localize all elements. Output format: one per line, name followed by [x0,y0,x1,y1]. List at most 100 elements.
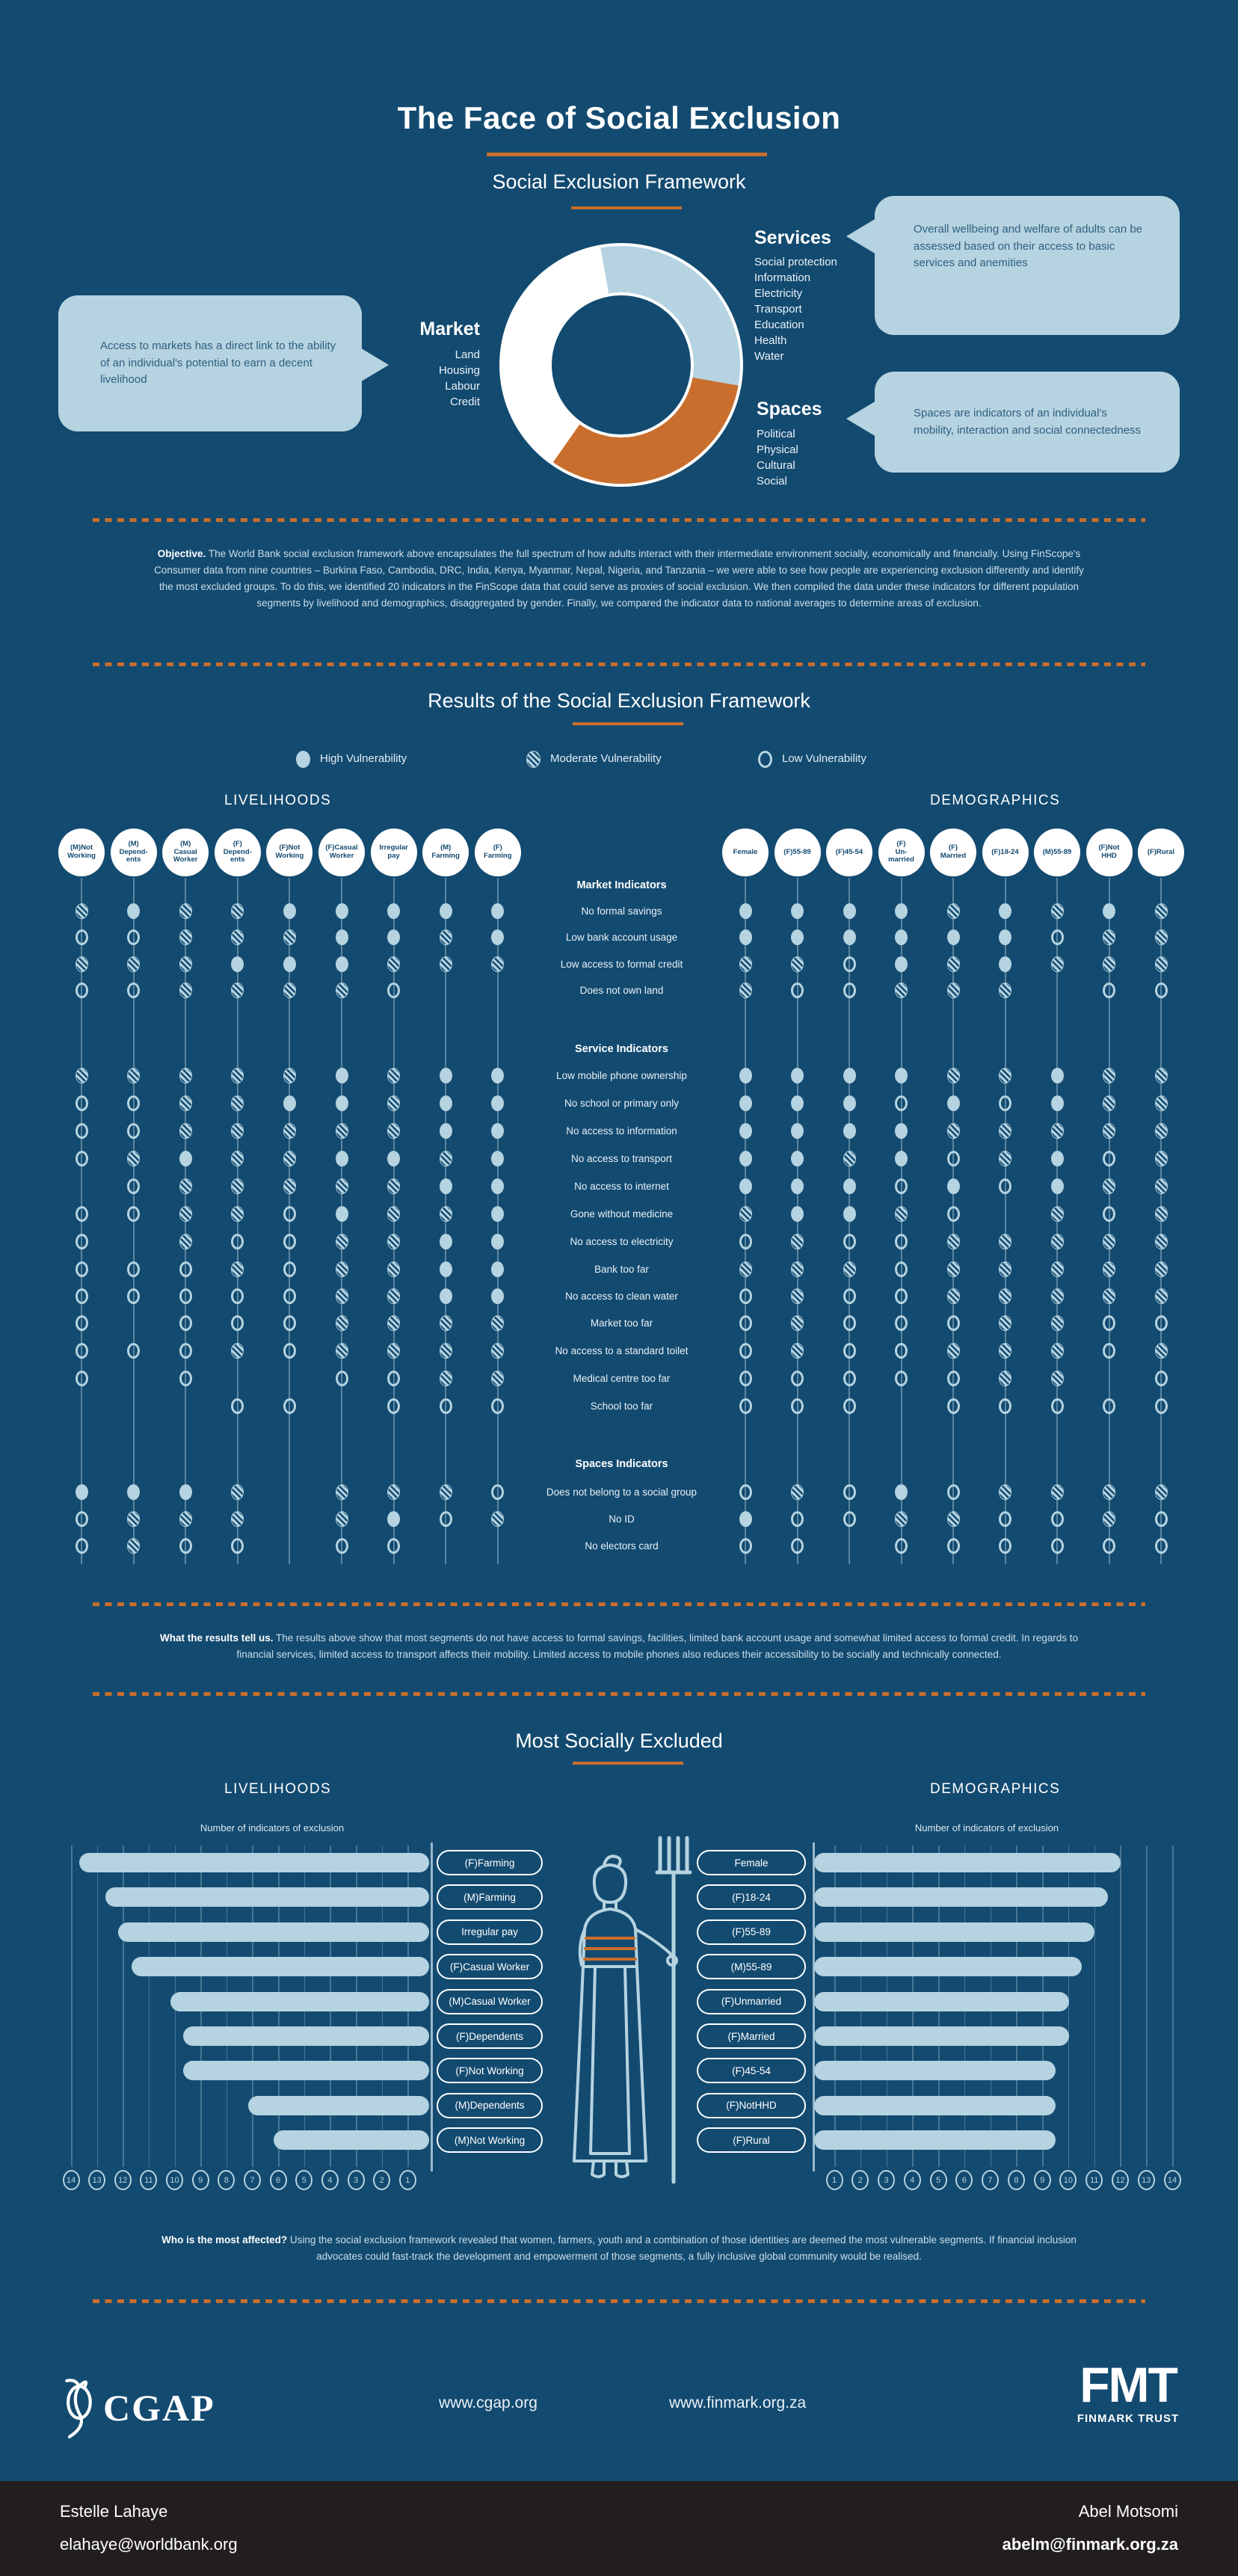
indicator-row-label: Low mobile phone ownership [556,1069,687,1081]
demographic-cell-l [843,1370,856,1386]
livelihood-cell-l [283,1315,296,1331]
demographic-cell-l [1050,929,1064,945]
livelihood-column-header: (F)Casual Worker [318,829,365,876]
demographic-cell-l [1103,1342,1115,1359]
demographic-cell-m [843,1150,856,1166]
demographic-bar [814,2061,1056,2081]
axis-tick-circle: 3 [347,2170,365,2190]
indicator-group-title: Service Indicators [575,1043,668,1055]
demographic-cell-m [1103,956,1115,972]
livelihood-cell-m [387,1067,401,1083]
axis-tick-circle: 14 [62,2170,80,2190]
column-header-line: (F) [896,840,906,849]
livelihood-cell-h [439,1178,452,1194]
livelihood-cell-h [387,929,401,945]
demographic-cell-m [791,956,804,972]
livelihood-cell-l [75,1342,88,1359]
cgap-url[interactable]: www.cgap.org [439,2394,538,2411]
finmark-url[interactable]: www.finmark.org.za [669,2394,807,2411]
spaces-bubble-tail [846,401,876,437]
column-header-line: Farming [484,852,512,860]
services-item: Transport [754,303,802,316]
axis-tick-circle: 4 [321,2170,339,2190]
livelihood-cell-h [491,1095,505,1111]
demographic-bar [814,2026,1069,2046]
livelihood-cell-h [283,1095,296,1111]
livelihood-cell-m [439,956,452,972]
livelihood-cell-h [127,1484,141,1500]
separator-3 [93,1602,1145,1606]
excluded-livelihoods-label: LIVELIHOODS [224,1781,332,1797]
demographic-cell-l [946,1370,960,1386]
livelihood-cell-m [491,956,505,972]
demographic-cell-h [946,929,960,945]
column-header-line: Worker [329,852,354,860]
demographic-bar [814,2130,1056,2151]
axis-tick-circle: 3 [878,2170,896,2190]
column-guide-line [1004,878,1006,1564]
livelihood-cell-m [387,956,401,972]
indicator-row-label: Market too far [590,1317,653,1329]
separator-2 [93,663,1145,666]
demographic-cell-m [791,1342,804,1359]
livelihood-cell-l [439,1398,452,1414]
chart-gridline [1120,1845,1121,2167]
market-bubble-tail [359,347,389,383]
livelihood-cell-m [231,982,244,998]
farmer-illustration [552,1833,701,2197]
legend-label: Low Vulnerability [782,752,866,765]
livelihood-cell-m [179,1233,192,1249]
demographic-cell-m [1103,1178,1115,1194]
livelihood-bar [79,1853,429,1872]
column-header-line: (F)18-24 [991,847,1019,856]
demographic-cell-m [791,1261,804,1277]
demographic-cell-m [999,1122,1011,1139]
column-header-line: (F)Not [279,843,301,852]
demographic-bar [814,1957,1083,1977]
livelihood-cell-m [335,1484,348,1500]
demographic-cell-m [1050,1342,1064,1359]
livelihood-cell-m [179,1510,192,1527]
demographic-cell-l [739,1342,752,1359]
demographic-cell-m [1103,1510,1115,1527]
demographic-cell-m [946,1342,960,1359]
demographic-column-header: (F)Not HHD [1085,829,1133,876]
livelihood-cell-m [439,1484,452,1500]
market-item: Land [455,348,480,361]
contact-left-email[interactable]: elahaye@worldbank.org [60,2535,238,2554]
chart-gridline [71,1845,73,2167]
livelihood-cell-m [179,929,192,945]
livelihood-cell-m [387,1342,401,1359]
demographic-cell-m [1103,1095,1115,1111]
demographic-cell-h [999,956,1011,972]
livelihood-cell-m [231,1122,244,1139]
axis-tick-circle: 7 [243,2170,261,2190]
demographic-cell-h [946,1095,960,1111]
livelihood-cell-m [127,956,141,972]
demographic-cell-l [1103,1398,1115,1414]
chart-axis-line [431,1842,433,2171]
demographic-cell-l [1103,982,1115,998]
market-item: Housing [438,364,480,377]
fmt-wordmark: FMT [1080,2357,1178,2412]
demographic-cell-l [843,1398,856,1414]
demographic-cell-l [739,1370,752,1386]
demographic-cell-m [1154,1233,1168,1249]
livelihood-cell-h [335,929,348,945]
livelihood-cell-h [491,1150,505,1166]
livelihood-cell-h [491,903,505,919]
livelihood-cell-m [387,1484,401,1500]
demographic-cell-m [1154,903,1168,919]
market-heading: Market [419,319,480,339]
livelihood-column-header: (F)Not Working [266,829,313,876]
livelihood-cell-m [283,1178,296,1194]
livelihood-cell-m [491,1315,505,1331]
livelihood-cell-m [439,1342,452,1359]
demographic-cell-h [1103,903,1115,919]
contact-right-email[interactable]: abelm@finmark.org.za [1002,2535,1178,2554]
demographic-cell-l [946,1150,960,1166]
demographic-cell-m [791,1484,804,1500]
demographic-cell-h [739,1510,752,1527]
livelihood-cell-m [283,929,296,945]
